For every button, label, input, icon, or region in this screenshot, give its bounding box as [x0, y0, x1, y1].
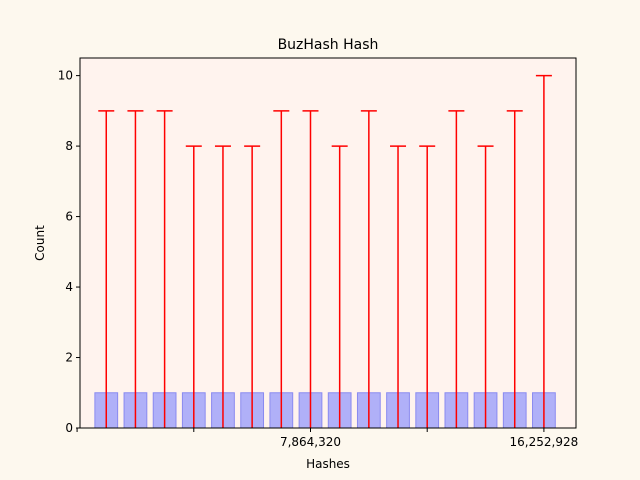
- y-tick-label: 8: [65, 139, 73, 153]
- y-tick-label: 0: [65, 421, 73, 435]
- y-tick-label: 10: [58, 69, 73, 83]
- chart-title: BuzHash Hash: [278, 37, 379, 53]
- y-axis-label: Count: [33, 225, 47, 261]
- x-axis-label: Hashes: [306, 457, 350, 471]
- plot-frame: [79, 57, 577, 429]
- y-tick-label: 6: [65, 210, 73, 224]
- plot-area: [80, 58, 576, 428]
- x-tick-label: 16,252,928: [510, 435, 579, 449]
- y-tick-label: 2: [65, 351, 73, 365]
- x-tick-label: 7,864,320: [280, 435, 341, 449]
- y-tick-label: 4: [65, 280, 73, 294]
